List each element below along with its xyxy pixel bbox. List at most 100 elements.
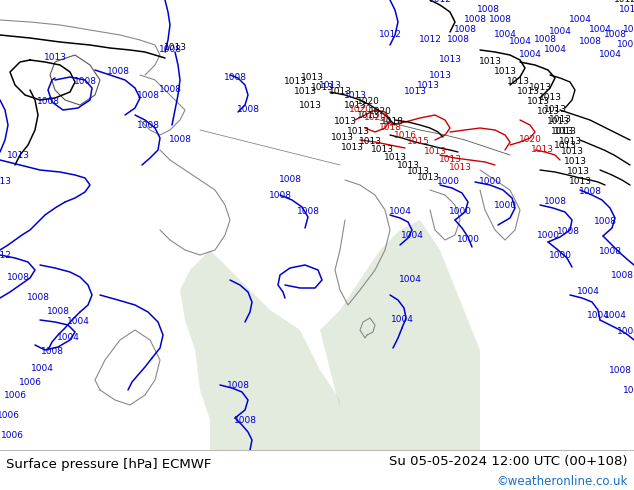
Text: 1008: 1008 [41, 347, 63, 357]
Text: 1008: 1008 [6, 273, 30, 283]
Text: 1008: 1008 [37, 98, 60, 106]
Text: 1008: 1008 [224, 74, 247, 82]
Text: 1008: 1008 [578, 188, 602, 196]
Text: 1004: 1004 [576, 288, 599, 296]
Text: 1004: 1004 [548, 27, 571, 36]
Text: 1013: 1013 [550, 127, 574, 137]
Text: 1004: 1004 [569, 16, 592, 24]
Text: 1013: 1013 [406, 168, 429, 176]
Text: 1008: 1008 [297, 207, 320, 217]
Text: 1008: 1008 [616, 41, 634, 49]
Text: 1013: 1013 [283, 77, 306, 87]
Text: 1000: 1000 [536, 230, 559, 240]
Text: 1013: 1013 [448, 164, 472, 172]
Text: 1013: 1013 [318, 80, 342, 90]
Text: 1008: 1008 [593, 218, 616, 226]
Text: 1008: 1008 [269, 191, 292, 199]
Text: 1008: 1008 [557, 227, 579, 237]
Text: 1013: 1013 [529, 83, 552, 93]
Text: 1013: 1013 [536, 107, 559, 117]
Text: 1013: 1013 [6, 150, 30, 160]
Text: 1013: 1013 [526, 98, 550, 106]
Text: 1008: 1008 [623, 386, 634, 394]
Text: 1013: 1013 [294, 88, 316, 97]
Text: 1016: 1016 [394, 130, 417, 140]
Text: 1008: 1008 [226, 381, 250, 390]
Text: 1013: 1013 [396, 161, 420, 170]
Text: 1008: 1008 [533, 35, 557, 45]
Text: 1004: 1004 [519, 50, 541, 59]
Text: 1006: 1006 [4, 391, 27, 399]
Text: 1000: 1000 [436, 177, 460, 187]
Text: 1020: 1020 [368, 107, 391, 117]
Text: 1008: 1008 [611, 270, 633, 279]
Text: 1013: 1013 [553, 127, 576, 137]
Text: 1008: 1008 [136, 91, 160, 99]
Text: 1008: 1008 [236, 105, 259, 115]
Text: 1008: 1008 [158, 46, 181, 54]
Text: 1008: 1008 [578, 38, 602, 47]
Text: 1004: 1004 [67, 318, 89, 326]
Text: 1008: 1008 [604, 30, 626, 40]
Text: 1008: 1008 [169, 136, 191, 145]
Text: 1013: 1013 [567, 168, 590, 176]
Text: 1004: 1004 [391, 316, 413, 324]
Text: 1008: 1008 [46, 308, 70, 317]
Text: 1013: 1013 [560, 147, 583, 156]
Text: 1015: 1015 [406, 138, 429, 147]
Text: 1013: 1013 [553, 141, 576, 149]
Text: 1004: 1004 [401, 230, 424, 240]
Text: 1013: 1013 [569, 177, 592, 187]
Text: 1012: 1012 [378, 30, 401, 40]
Text: 1013: 1013 [403, 88, 427, 97]
Text: 1004: 1004 [543, 46, 566, 54]
Text: 1013: 1013 [340, 144, 363, 152]
Text: 1012: 1012 [614, 0, 634, 4]
Text: 1020: 1020 [363, 114, 387, 122]
Text: ©weatheronline.co.uk: ©weatheronline.co.uk [496, 475, 628, 488]
Text: 1013: 1013 [333, 118, 356, 126]
Text: 1004: 1004 [604, 311, 626, 319]
Text: 1000: 1000 [493, 200, 517, 210]
Text: 1013: 1013 [44, 53, 67, 63]
Text: 1013: 1013 [531, 146, 553, 154]
Text: 1000: 1000 [548, 250, 571, 260]
Text: 1020: 1020 [349, 105, 372, 115]
Text: 1013: 1013 [439, 155, 462, 165]
Text: 1013: 1013 [439, 55, 462, 65]
Text: 1004: 1004 [586, 311, 609, 319]
Text: 1013: 1013 [493, 68, 517, 76]
Text: 1020: 1020 [519, 136, 541, 145]
Text: 1013: 1013 [424, 147, 446, 156]
Text: 1013: 1013 [311, 83, 333, 93]
Text: 1013: 1013 [559, 138, 581, 147]
Text: 1013: 1013 [384, 153, 406, 163]
Text: 1013: 1013 [328, 88, 351, 97]
Text: 1008: 1008 [158, 85, 181, 95]
Text: 1013: 1013 [564, 157, 586, 167]
Text: 1013: 1013 [344, 100, 366, 109]
Text: 1008: 1008 [27, 294, 49, 302]
Text: 1018: 1018 [380, 118, 403, 126]
Text: 1013: 1013 [517, 88, 540, 97]
Text: Su 05-05-2024 12:00 UTC (00+108): Su 05-05-2024 12:00 UTC (00+108) [389, 455, 628, 467]
Text: 1000: 1000 [448, 207, 472, 217]
Text: 1004: 1004 [56, 334, 79, 343]
Text: 1020: 1020 [356, 98, 379, 106]
Text: 1004: 1004 [598, 50, 621, 59]
Text: 1013: 1013 [479, 57, 501, 67]
Text: 1012: 1012 [418, 35, 441, 45]
Text: 1012: 1012 [619, 5, 634, 15]
Text: 1004: 1004 [508, 38, 531, 47]
Text: 1012: 1012 [429, 0, 451, 4]
Text: 1004: 1004 [399, 275, 422, 285]
Text: 1008: 1008 [489, 16, 512, 24]
Text: 1008: 1008 [598, 247, 621, 256]
Text: 1000: 1000 [456, 236, 479, 245]
Polygon shape [180, 250, 340, 450]
Text: 1004: 1004 [616, 327, 634, 337]
Text: 1013: 1013 [623, 25, 634, 34]
Text: 1008: 1008 [453, 25, 477, 34]
Text: 1013: 1013 [417, 173, 439, 182]
Text: 1004: 1004 [493, 30, 517, 40]
